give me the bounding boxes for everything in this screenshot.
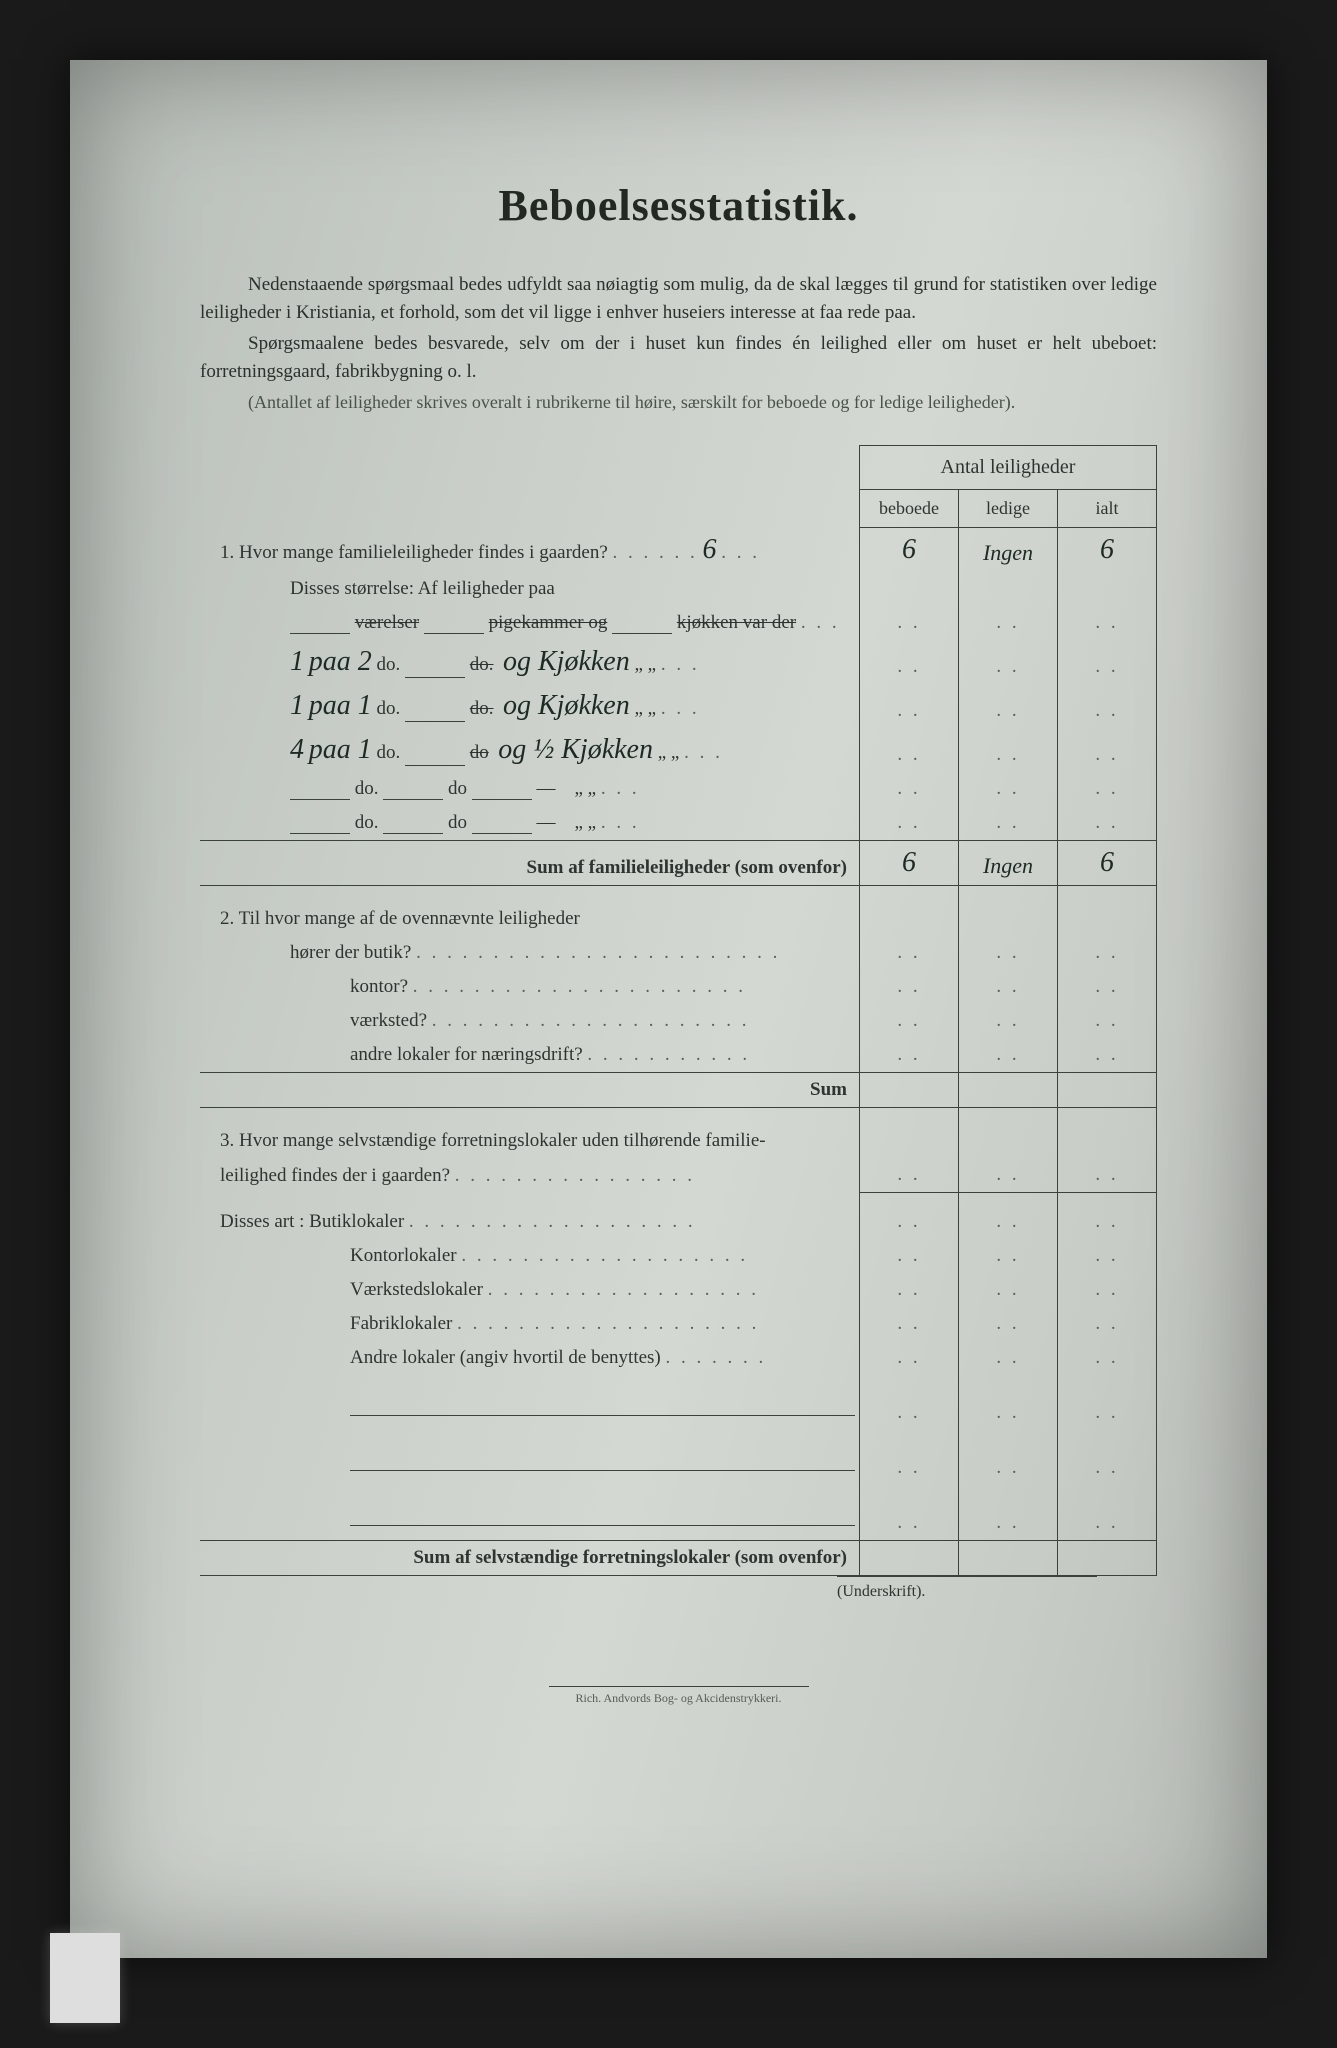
q1-sum-label: Sum af familieleiligheder (som ovenfor) [200, 841, 860, 886]
q3-label2: leilighed findes der i gaarden? . . . . … [200, 1158, 860, 1193]
q2-line-0: hører der butik? . . . . . . . . . . . .… [200, 936, 860, 970]
q1-storrelse-label: Disses størrelse: Af leiligheder paa [200, 572, 860, 606]
q1-sum-beboede: 6 [902, 847, 916, 878]
q3-line-0: Kontorlokaler . . . . . . . . . . . . . … [200, 1239, 860, 1273]
q1-row-3: do. do — „ „ . . . [200, 772, 860, 806]
intro-p1: Nedenstaaende spørgsmaal bedes udfyldt s… [200, 271, 1157, 326]
q1-sum-ialt: 6 [1100, 847, 1114, 878]
statistics-table: Antal leiligheder beboede ledige ialt 1.… [200, 445, 1157, 1576]
q1-ledige: Ingen [983, 540, 1033, 565]
q3-line-2: Fabriklokaler . . . . . . . . . . . . . … [200, 1307, 860, 1341]
signature-line: (Underskrift). [837, 1576, 1097, 1601]
q1-sum-ledige: Ingen [983, 853, 1033, 878]
intro-p3: (Antallet af leiligheder skrives overalt… [200, 389, 1157, 415]
q1-row-1: 1 paa 1 do. do. og Kjøkken „ „ . . . [200, 684, 860, 728]
page-title: Beboelsesstatistik. [200, 180, 1157, 231]
q2-line-3: andre lokaler for næringsdrift? . . . . … [200, 1038, 860, 1073]
q3-blank-3 [200, 1485, 860, 1541]
q1-beboede: 6 [902, 534, 916, 565]
q1-label: 1. Hvor mange familieleiligheder findes … [200, 528, 860, 573]
q2-label: 2. Til hvor mange af de ovennævnte leili… [200, 886, 860, 937]
q1-row-0: 1 paa 2 do. do. og Kjøkken „ „ . . . [200, 640, 860, 684]
q3-blank-1 [200, 1375, 860, 1430]
q1-template-row: værelser pigekammer og kjøkken var der .… [200, 606, 860, 640]
header-beboede: beboede [860, 490, 959, 528]
q2-line-2: værksted? . . . . . . . . . . . . . . . … [200, 1004, 860, 1038]
q1-row-2: 4 paa 1 do. do og ½ Kjøkken „ „ . . . [200, 728, 860, 772]
q2-sum: Sum [200, 1073, 860, 1108]
q3-line-3: Andre lokaler (angiv hvortil de benyttes… [200, 1341, 860, 1375]
q3-line-1: Værkstedslokaler . . . . . . . . . . . .… [200, 1273, 860, 1307]
q3-art-label: Disses art : Butiklokaler . . . . . . . … [200, 1205, 860, 1239]
q3-sum-label: Sum af selvstændige forretningslokaler (… [200, 1541, 860, 1576]
header-ialt: ialt [1058, 490, 1157, 528]
header-ledige: ledige [959, 490, 1058, 528]
intro-p2: Spørgsmaalene bedes besvarede, selv om d… [200, 330, 1157, 385]
header-antal: Antal leiligheder [860, 446, 1157, 490]
q1-ialt: 6 [1100, 534, 1114, 565]
printer-credit: Rich. Andvords Bog- og Akcidenstrykkeri. [549, 1686, 809, 1706]
intro-block: Nedenstaaende spørgsmaal bedes udfyldt s… [200, 271, 1157, 415]
q2-line-1: kontor? . . . . . . . . . . . . . . . . … [200, 970, 860, 1004]
q1-row-4: do. do — „ „ . . . [200, 806, 860, 841]
film-marker [50, 1933, 120, 2023]
q3-label: 3. Hvor mange selvstændige forretningslo… [200, 1108, 860, 1159]
scan-frame: Beboelsesstatistik. Nedenstaaende spørgs… [0, 0, 1337, 2048]
q3-blank-2 [200, 1430, 860, 1485]
document-page: Beboelsesstatistik. Nedenstaaende spørgs… [70, 60, 1267, 1958]
